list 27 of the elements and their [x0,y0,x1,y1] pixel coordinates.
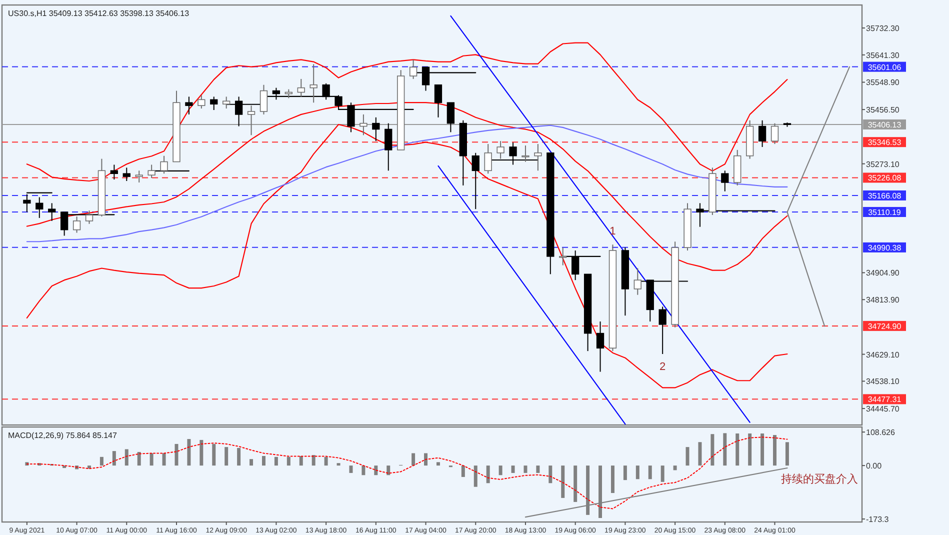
ref-line-label: 35226.08 [868,174,902,183]
y-tick-label: 34538.10 [866,377,900,386]
y-tick-label: 34629.10 [866,350,900,360]
y-tick-label: 0.00 [866,462,882,471]
y-tick-label: 35548.90 [866,78,900,88]
text: US30.s,H1 35409.13 35412.63 35398.13 35406.13 [8,9,190,18]
ref-line-label: 34724.90 [868,322,902,331]
ref-line-label: 34477.31 [868,395,902,404]
annotation: 2 [660,361,666,374]
ref-line-label: 35110.19 [868,208,902,217]
ref-line-label: 35406.13 [868,120,902,130]
y-tick-label: 35732.30 [866,24,900,33]
annotation: 1 [610,226,616,238]
text: MACD(12,26,9) 75.864 85.147 [8,431,118,440]
y-tick-label: -173.3 [866,515,890,524]
y-tick-label: 34445.70 [866,404,900,414]
ref-line-label: 35346.53 [868,138,902,148]
y-tick-label: 108.626 [866,428,896,438]
y-tick-label: 35273.10 [866,160,900,169]
y-tick-label: 35456.50 [866,106,900,115]
y-tick-label: 34904.90 [866,268,900,278]
y-tick-label: 35641.30 [866,50,900,60]
ref-line-label: 35166.08 [868,191,902,200]
ref-line-label: 35601.06 [868,62,902,72]
ref-line-label: 34990.38 [868,243,902,252]
annotation: 持续的买盘介入 [781,472,858,486]
y-tick-label: 34813.90 [866,296,900,305]
